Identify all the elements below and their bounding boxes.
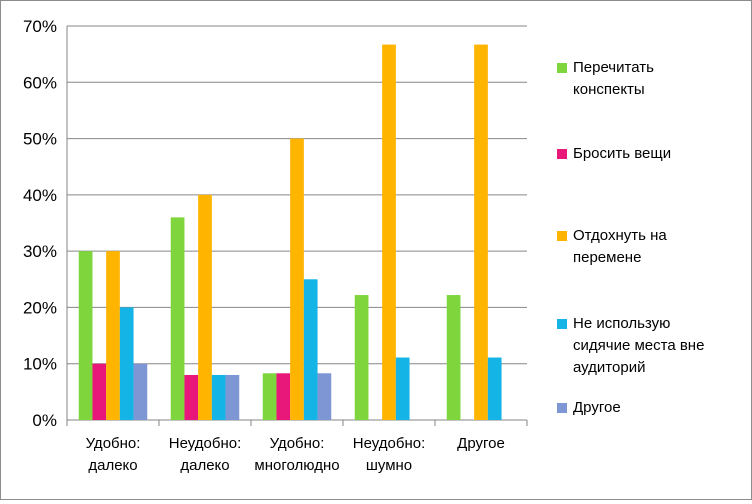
bar: [395, 357, 410, 420]
x-tick-label: Неудобно: далеко: [169, 435, 242, 474]
bar: [184, 374, 199, 420]
y-tick-label: 30%: [23, 242, 57, 261]
legend-label: Бросить вещи: [573, 145, 672, 162]
bar: [198, 194, 212, 420]
bar: [290, 138, 304, 421]
bar: [262, 373, 277, 420]
legend-swatch: [557, 231, 567, 241]
bar: [317, 373, 332, 420]
bar: [354, 295, 369, 420]
x-tick-label: Удобно: многолюдно: [254, 435, 339, 474]
bar: [225, 374, 240, 420]
y-tick-label: 60%: [23, 73, 57, 92]
legend-swatch: [557, 149, 567, 159]
bar: [487, 357, 502, 420]
bar: [382, 44, 396, 421]
bar: [303, 279, 318, 420]
legend-swatch: [557, 403, 567, 413]
legend-label: Перечитать конспекты: [573, 59, 654, 98]
bar: [211, 374, 226, 420]
x-tick-label: Неудобно: шумно: [353, 435, 426, 474]
bar: [446, 295, 461, 420]
bar: [170, 217, 185, 420]
legend-swatch: [557, 63, 567, 73]
bar: [119, 307, 134, 420]
legend-label: Отдохнуть на перемене: [573, 227, 667, 266]
y-tick-label: 50%: [23, 130, 57, 149]
legend-label: Не использую сидячие места вне аудиторий: [573, 315, 705, 376]
x-tick-label: Удобно: далеко: [86, 435, 141, 474]
y-tick-label: 70%: [23, 17, 57, 36]
y-tick-label: 40%: [23, 186, 57, 205]
y-tick-label: 10%: [23, 355, 57, 374]
y-tick-label: 20%: [23, 298, 57, 317]
bar: [106, 251, 120, 420]
bar: [276, 373, 291, 420]
legend-swatch: [557, 319, 567, 329]
x-tick-label: Другое: [457, 435, 505, 452]
bar: [78, 251, 93, 420]
bar: [474, 44, 488, 421]
bar: [92, 363, 107, 420]
legend-label: Другое: [573, 399, 621, 416]
y-tick-label: 0%: [32, 411, 57, 430]
bar: [133, 363, 148, 420]
